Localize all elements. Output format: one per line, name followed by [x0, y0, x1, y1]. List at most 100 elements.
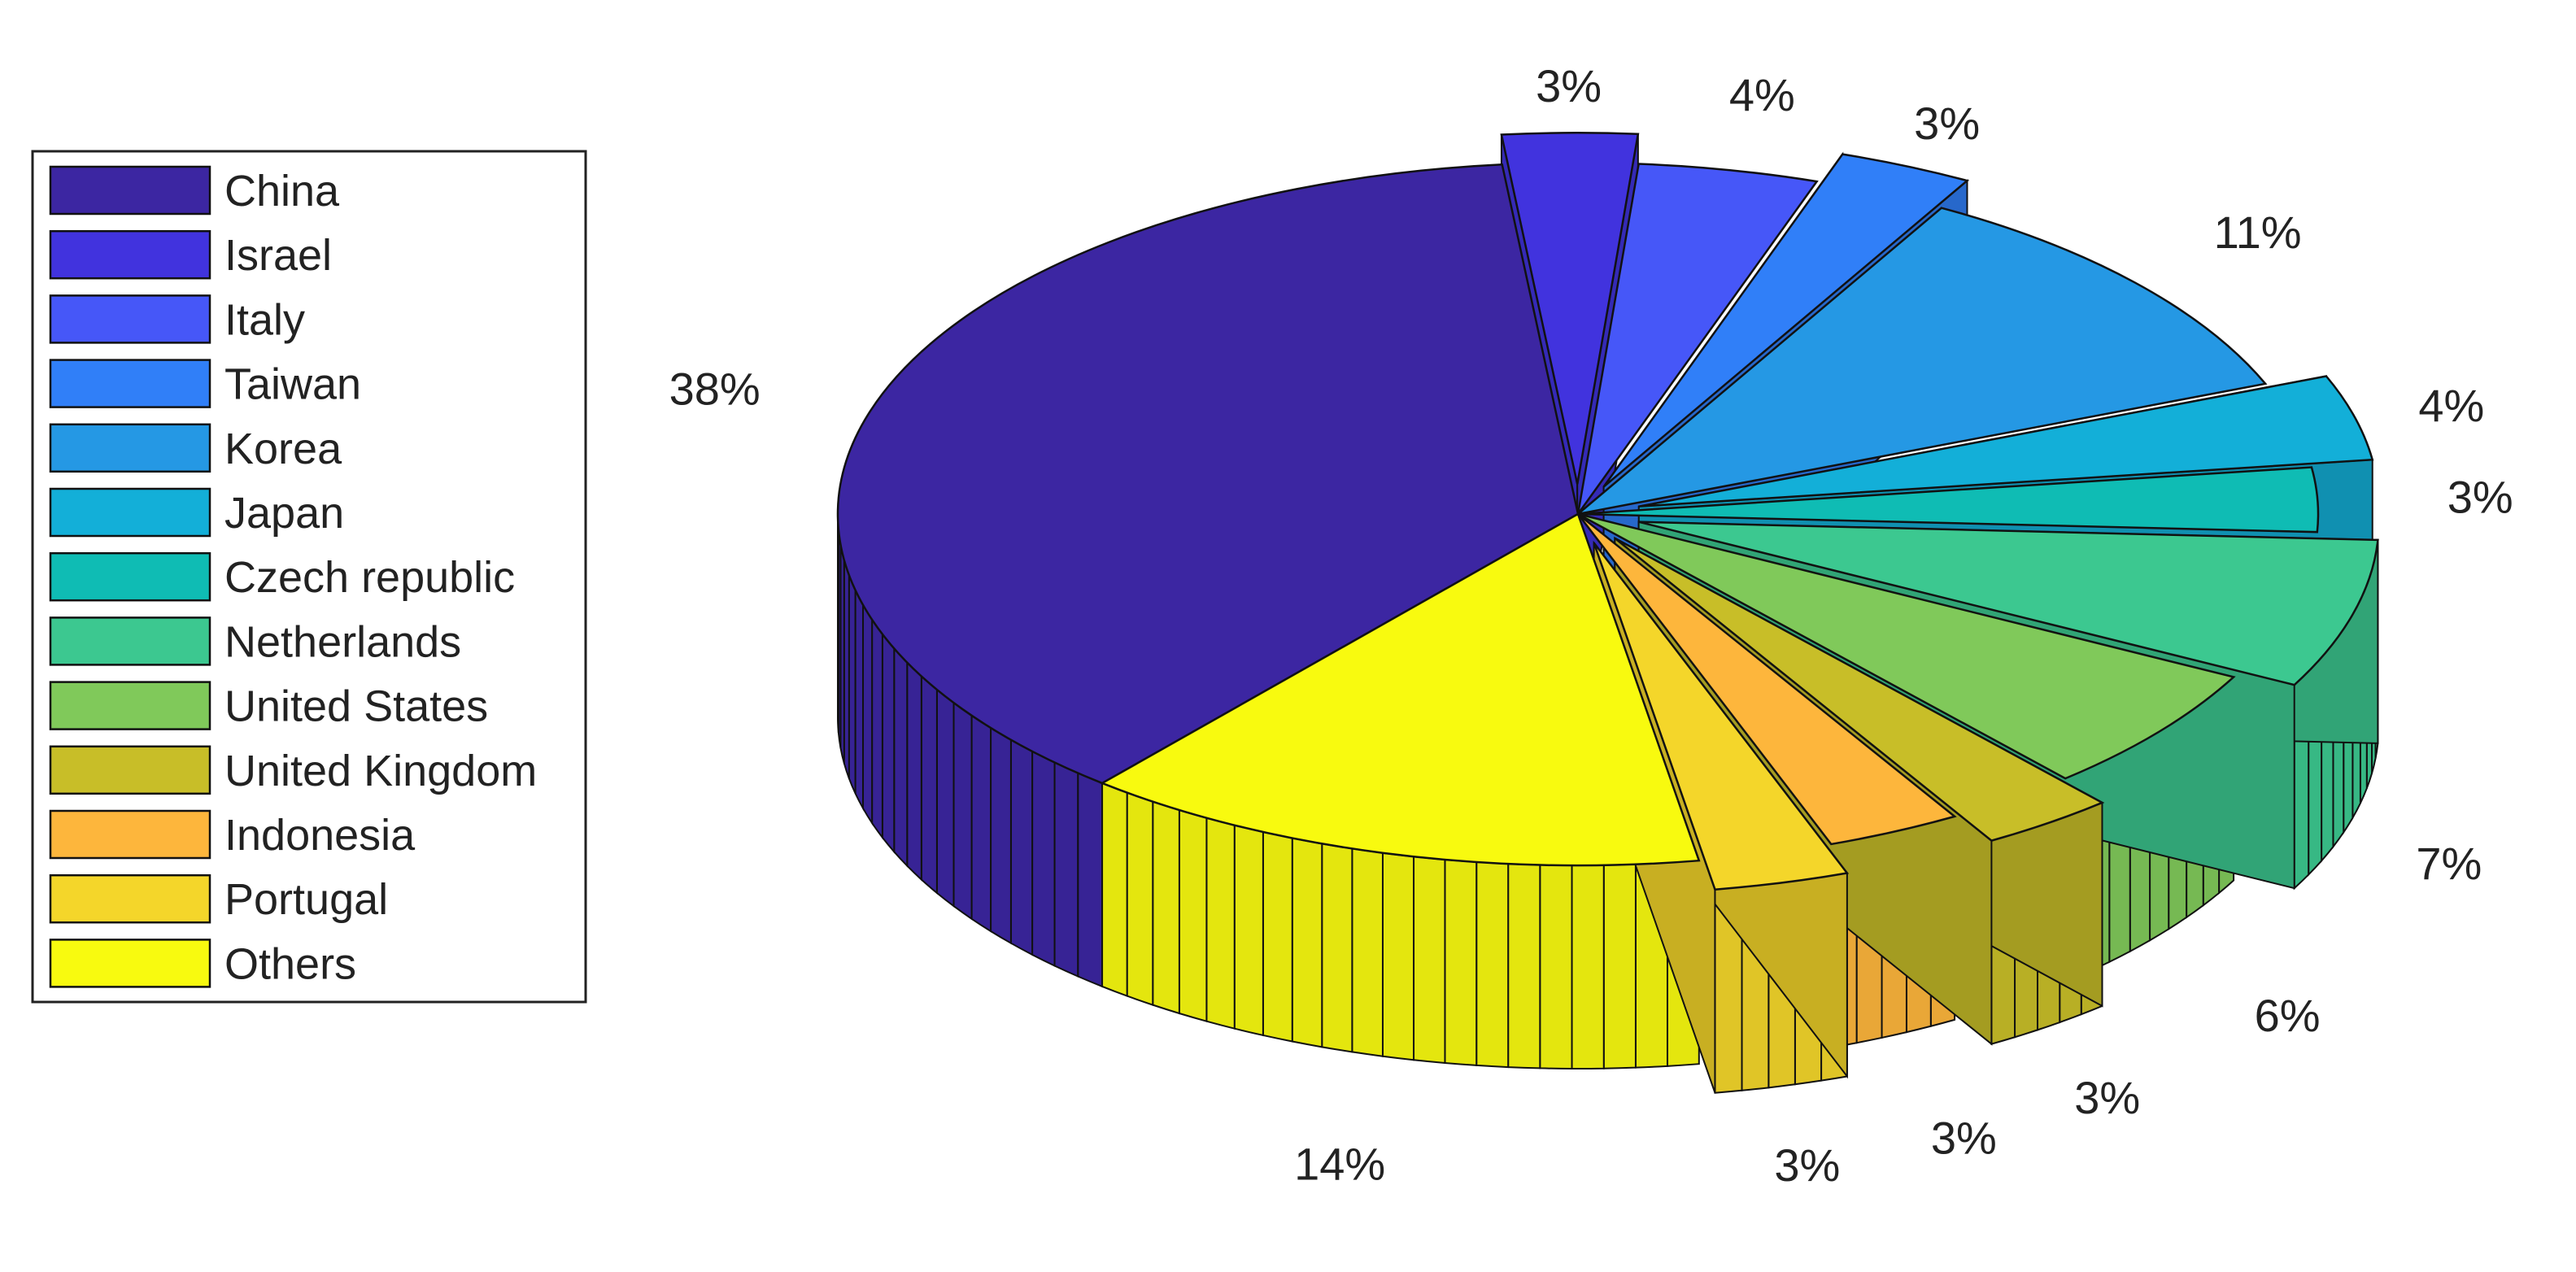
legend-label: China: [224, 167, 340, 216]
legend-label: Portugal: [224, 875, 388, 924]
slice-side-china: [854, 590, 865, 812]
legend-label: Netherlands: [224, 617, 461, 666]
slice-side-china: [1031, 750, 1056, 968]
slice-side-others: [1321, 843, 1353, 1053]
slice-side-others: [1475, 860, 1510, 1069]
legend-item-others: Others: [49, 939, 356, 988]
legend-swatch: [49, 681, 211, 730]
legend-item-japan: Japan: [49, 487, 344, 538]
legend-item-united-states: United States: [49, 681, 488, 731]
legend-label: Czech republic: [224, 553, 515, 602]
slice-side-others: [1291, 837, 1323, 1048]
legend-swatch: [49, 487, 211, 538]
slice-side-others: [1381, 852, 1415, 1061]
slice-side-others: [1233, 824, 1264, 1037]
legend-swatch: [49, 551, 211, 602]
legend-swatch: [49, 294, 211, 344]
slice-label-united-kingdom: 3%: [2074, 1072, 2140, 1123]
slice-label-italy: 4%: [1729, 69, 1795, 120]
legend-label: Others: [224, 939, 356, 988]
legend-item-czech-republic: Czech republic: [49, 551, 515, 602]
legend-swatch: [49, 359, 211, 408]
legend-label: United States: [224, 682, 488, 731]
slice-side-china: [906, 660, 922, 882]
legend-swatch: [49, 165, 211, 216]
slice-china: [836, 163, 1580, 785]
legend-item-netherlands: Netherlands: [49, 616, 461, 666]
slice-side-china: [935, 687, 955, 908]
slice-netherlands: [1638, 521, 2379, 686]
legend-item-united-kingdom: United Kingdom: [49, 745, 537, 795]
slice-label-indonesia: 3%: [1931, 1113, 1997, 1164]
slice-side-others: [1507, 863, 1541, 1069]
slice-side-others: [1602, 863, 1637, 1069]
slice-side-china: [970, 713, 992, 933]
legend-item-portugal: Portugal: [49, 873, 388, 924]
slice-label-czech-republic: 3%: [2447, 471, 2513, 522]
legend-item-taiwan: Taiwan: [49, 359, 361, 409]
slice-side-china: [990, 726, 1012, 945]
slice-united-states: [1577, 512, 2236, 780]
slice-side-others: [1152, 800, 1180, 1015]
slice-label-israel: 3%: [1536, 60, 1602, 111]
slice-label-taiwan: 3%: [1914, 98, 1980, 149]
slice-side-others: [1101, 782, 1128, 998]
slice-indonesia: [1577, 513, 1957, 846]
legend-swatch: [49, 939, 211, 988]
slice-label-netherlands: 7%: [2416, 838, 2482, 889]
slice-side-others: [1351, 847, 1384, 1057]
legend-label: Israel: [224, 231, 332, 280]
slice-united-kingdom: [1614, 537, 2105, 843]
legend-label: Korea: [224, 425, 342, 473]
slice-label-portugal: 3%: [1774, 1139, 1840, 1191]
legend: China Israel Italy Taiwan Korea Japan Czech re…: [31, 150, 587, 1004]
legend-label: Italy: [224, 295, 305, 344]
slice-side-china: [1077, 771, 1104, 988]
legend-swatch: [49, 809, 211, 860]
slice-israel: [1500, 132, 1640, 485]
slice-side-others: [1444, 858, 1478, 1066]
legend-swatch: [49, 423, 211, 473]
slice-side-others: [1262, 830, 1293, 1043]
slice-side-others: [1571, 864, 1605, 1070]
slice-side-china: [871, 616, 883, 840]
legend-item-italy: Italy: [49, 294, 305, 344]
slice-others: [1100, 512, 1701, 867]
slice-label-japan: 4%: [2418, 380, 2484, 431]
legend-swatch: [49, 616, 211, 666]
slice-labels: 38% 3% 4% 3% 11% 4% 3% 7% 6% 3% 3% 3% 14%: [669, 60, 2513, 1191]
slice-side-china: [837, 513, 839, 733]
slice-side-others: [1178, 808, 1208, 1022]
slice-side-china: [881, 631, 896, 854]
slice-side-others: [1126, 791, 1154, 1007]
legend-label: Indonesia: [224, 811, 416, 860]
slice-side-others: [1413, 856, 1446, 1065]
slice-side-china: [848, 574, 856, 794]
legend-label: Japan: [224, 489, 344, 538]
slice-side-others: [1205, 817, 1236, 1030]
slice-side-china: [952, 701, 973, 921]
slice-czech-republic: [1577, 466, 2320, 534]
slice-korea: [1574, 207, 2268, 516]
legend-swatch: [49, 745, 211, 795]
pie-body: [836, 132, 2379, 1094]
slice-portugal: [1593, 542, 1850, 891]
legend-item-israel: Israel: [49, 229, 332, 280]
slice-japan: [1638, 375, 2374, 507]
slice-label-china: 38%: [669, 363, 761, 414]
slice-side-china: [862, 602, 874, 826]
legend-item-korea: Korea: [49, 423, 342, 473]
slice-label-united-states: 6%: [2255, 990, 2321, 1041]
legend-item-indonesia: Indonesia: [49, 809, 416, 860]
legend-item-china: China: [49, 165, 340, 216]
legend-label: Taiwan: [224, 360, 361, 409]
slice-label-others: 14%: [1294, 1138, 1385, 1189]
slice-side-china: [893, 646, 909, 869]
slice-side-others: [1539, 864, 1573, 1069]
slice-side-china: [1009, 738, 1034, 956]
legend-swatch: [49, 229, 211, 280]
slice-side-china: [920, 674, 938, 895]
slice-side-china: [1053, 760, 1079, 978]
legend-swatch: [49, 873, 211, 924]
slice-label-korea: 11%: [2214, 207, 2302, 258]
